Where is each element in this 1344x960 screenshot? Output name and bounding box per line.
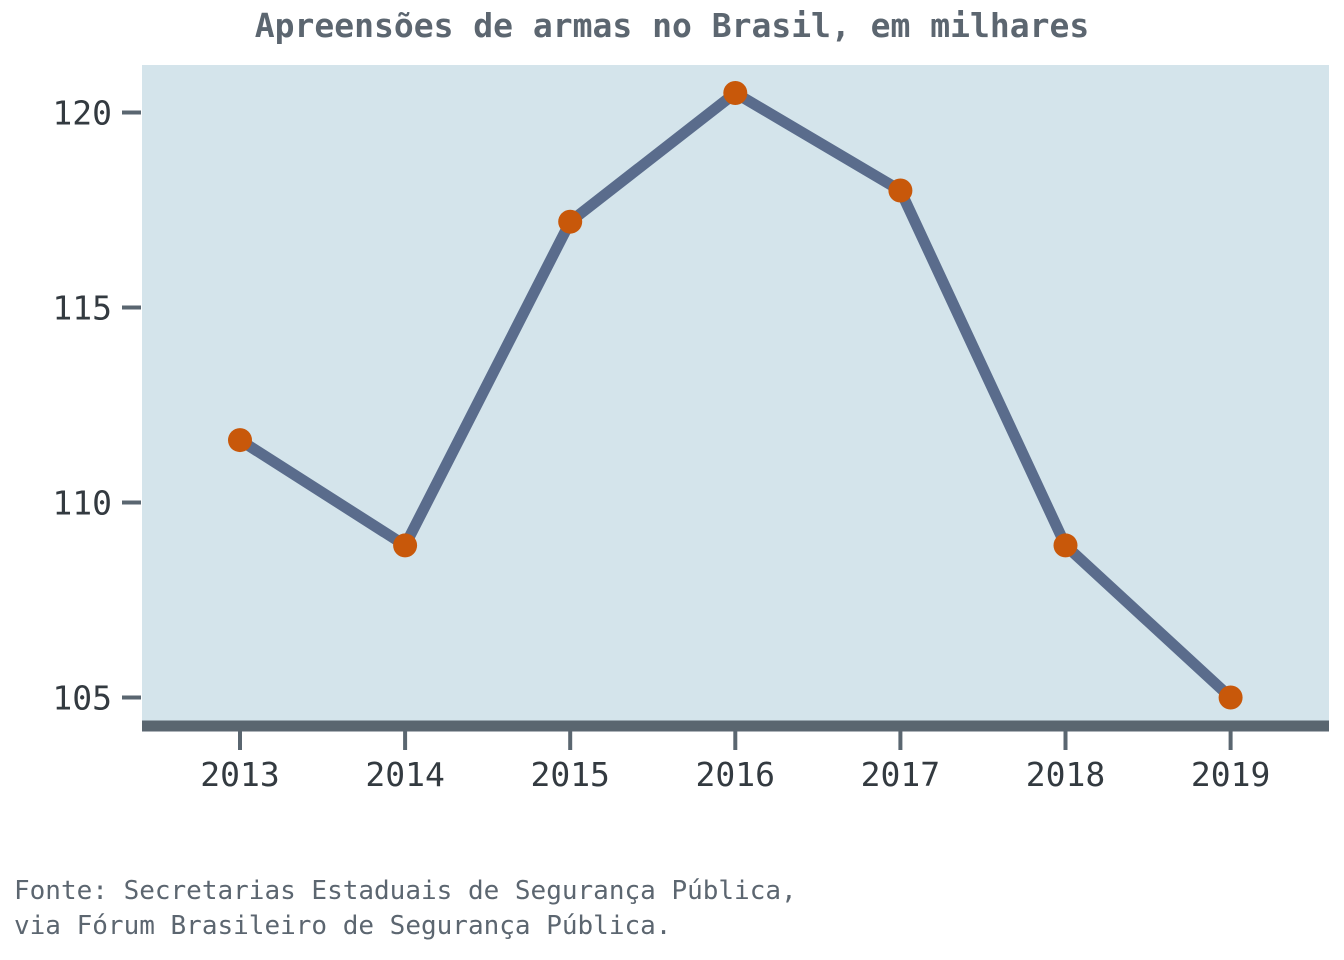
- y-axis-ticks: 105 110 115 120: [52, 94, 141, 718]
- source-note: Fonte: Secretarias Estaduais de Seguranç…: [14, 874, 797, 944]
- x-tick-label: 2013: [200, 755, 279, 794]
- data-point-2013: [228, 428, 252, 453]
- x-tick-label: 2018: [1026, 755, 1105, 794]
- data-point-2015: [558, 209, 583, 234]
- y-tick-label: 105: [52, 679, 112, 718]
- x-tick-label: 2017: [861, 755, 940, 794]
- y-tick-label: 120: [52, 94, 112, 133]
- x-tick-label: 2019: [1191, 755, 1270, 794]
- data-point-2017: [888, 178, 913, 203]
- x-tick-label: 2016: [696, 755, 775, 794]
- chart-title: Apreensões de armas no Brasil, em milhar…: [254, 6, 1090, 45]
- x-axis-ticks: 2013 2014 2015 2016 2017 2018 2019: [200, 731, 1270, 794]
- data-point-2016: [723, 81, 748, 105]
- data-point-layer: [228, 81, 1243, 710]
- x-tick-label: 2015: [530, 755, 609, 794]
- plot-background: [142, 65, 1329, 725]
- y-tick-label: 115: [52, 289, 112, 328]
- x-tick-label: 2014: [365, 755, 444, 794]
- data-point-2019: [1218, 685, 1243, 710]
- source-line-1: Fonte: Secretarias Estaduais de Seguranç…: [14, 876, 797, 906]
- y-tick-label: 110: [52, 484, 112, 523]
- source-line-2: via Fórum Brasileiro de Segurança Públic…: [14, 911, 672, 941]
- data-point-2014: [393, 533, 418, 558]
- data-point-2018: [1053, 533, 1078, 558]
